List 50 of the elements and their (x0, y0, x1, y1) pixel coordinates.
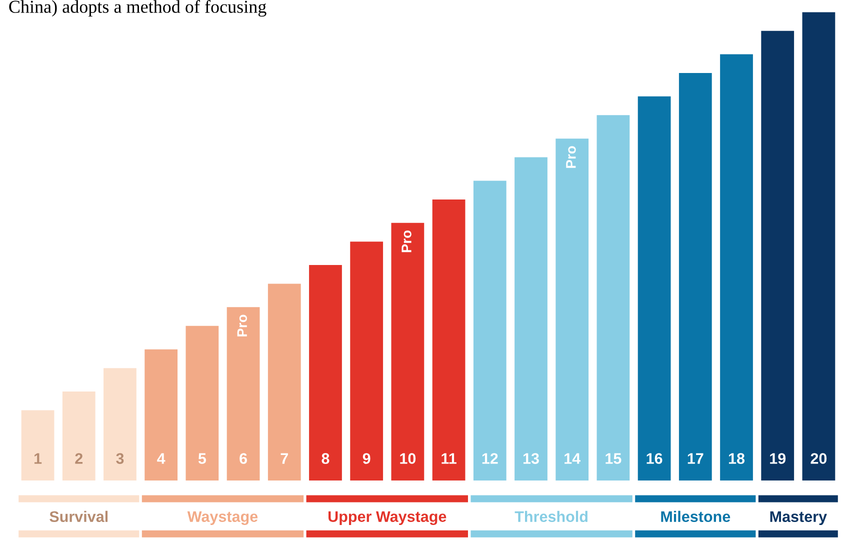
x-tick-label: 2 (75, 453, 83, 464)
text: Waystage (187, 511, 258, 526)
bar (104, 368, 136, 480)
bar (432, 199, 466, 480)
x-tick-label: 13 (523, 453, 539, 464)
x-tick-label: 19 (770, 453, 786, 464)
x-tick-label: 1 (34, 453, 42, 464)
bar (473, 180, 506, 480)
x-tick-label: 14 (564, 453, 581, 464)
annotation: Pro (402, 230, 412, 252)
x-tick-label: 16 (646, 453, 662, 464)
bar (62, 391, 96, 480)
bar (556, 138, 589, 480)
x-tick-label: 18 (728, 453, 745, 464)
bar (802, 12, 836, 480)
annotation: China) adopts a method of focusing (9, 0, 266, 17)
bar (144, 349, 178, 480)
text: Threshold (514, 510, 588, 522)
bar (678, 73, 712, 480)
x-tick-label: 8 (322, 453, 330, 464)
bar (21, 410, 54, 480)
annotation: Pro (237, 314, 248, 336)
bar (186, 326, 219, 480)
bar (638, 96, 671, 480)
text: Milestone (661, 510, 730, 522)
text: Mastery (770, 511, 827, 526)
bar (761, 30, 794, 480)
bar (226, 307, 260, 480)
bar (514, 157, 548, 480)
text: Upper Waystage (328, 511, 446, 526)
text: Survival (50, 510, 108, 522)
bar (391, 222, 424, 480)
x-tick-label: 9 (362, 453, 370, 464)
x-tick-label: 4 (157, 453, 166, 464)
bar (268, 284, 301, 480)
x-tick-label: 15 (606, 453, 622, 464)
bar (309, 265, 342, 480)
bar (350, 242, 384, 480)
x-tick-label: 7 (280, 453, 288, 464)
x-tick-label: 10 (400, 453, 416, 464)
annotation: Pro (566, 146, 576, 168)
x-tick-label: 20 (810, 453, 827, 464)
bar (720, 54, 753, 480)
x-tick-label: 17 (688, 453, 704, 464)
x-tick-label: 11 (442, 453, 456, 464)
bar (596, 115, 630, 480)
x-tick-label: 5 (198, 453, 206, 464)
x-tick-label: 3 (116, 453, 124, 464)
x-tick-label: 12 (482, 453, 498, 464)
x-tick-label: 6 (240, 453, 247, 464)
